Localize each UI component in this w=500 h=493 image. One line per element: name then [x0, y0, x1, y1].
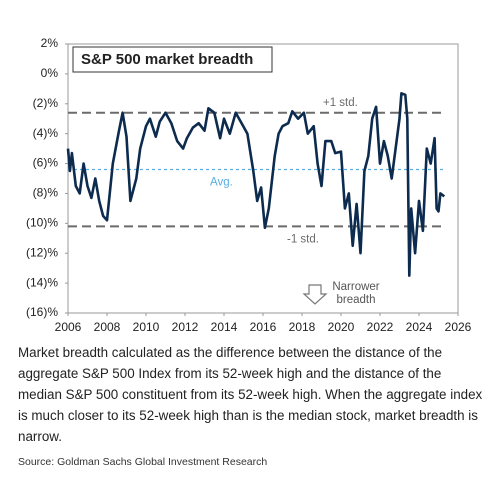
- y-tick-label: (16)%: [26, 305, 58, 319]
- reference-label: +1 std.: [323, 97, 358, 109]
- y-tick-label: (6)%: [33, 156, 59, 170]
- chart-title: S&P 500 market breadth: [81, 51, 253, 68]
- y-tick-label: 2%: [41, 36, 59, 50]
- x-tick-label: 2022: [367, 320, 394, 334]
- x-tick-label: 2026: [445, 320, 472, 334]
- caption: Market breadth calculated as the differe…: [18, 345, 483, 444]
- chart: S&P 500 market breadth 2% 0% (2)% (4)% (6)% (…: [26, 36, 472, 334]
- y-tick-label: (8)%: [33, 186, 59, 200]
- x-tick-label: 2024: [406, 320, 433, 334]
- x-tick-label: 2014: [211, 320, 238, 334]
- x-tick-label: 2016: [250, 320, 277, 334]
- title-box: [72, 46, 273, 73]
- series-line: [66, 92, 446, 277]
- reference-label: Avg.: [210, 177, 233, 189]
- arrow-icon: [302, 284, 328, 305]
- y-tick-label: (2)%: [33, 96, 59, 110]
- y-tick-label: (10)%: [26, 216, 58, 230]
- reference-label: -1 std.: [287, 233, 319, 245]
- y-tick-label: (14)%: [26, 275, 58, 289]
- x-tick-label: 2018: [289, 320, 316, 334]
- y-tick-label: 0%: [41, 66, 59, 80]
- x-tick-label: 2020: [328, 320, 355, 334]
- x-tick-label: 2008: [94, 320, 121, 334]
- source: Source: Goldman Sachs Global Investment …: [18, 456, 268, 468]
- x-tick-label: 2006: [55, 320, 82, 334]
- x-tick-label: 2012: [172, 320, 199, 334]
- y-tick-label: (12)%: [26, 245, 58, 259]
- y-tick-label: (4)%: [33, 126, 59, 140]
- annotation: Narrower: [332, 281, 379, 293]
- plot-frame: [67, 43, 459, 314]
- annotation: breadth: [336, 294, 375, 306]
- x-tick-label: 2010: [133, 320, 160, 334]
